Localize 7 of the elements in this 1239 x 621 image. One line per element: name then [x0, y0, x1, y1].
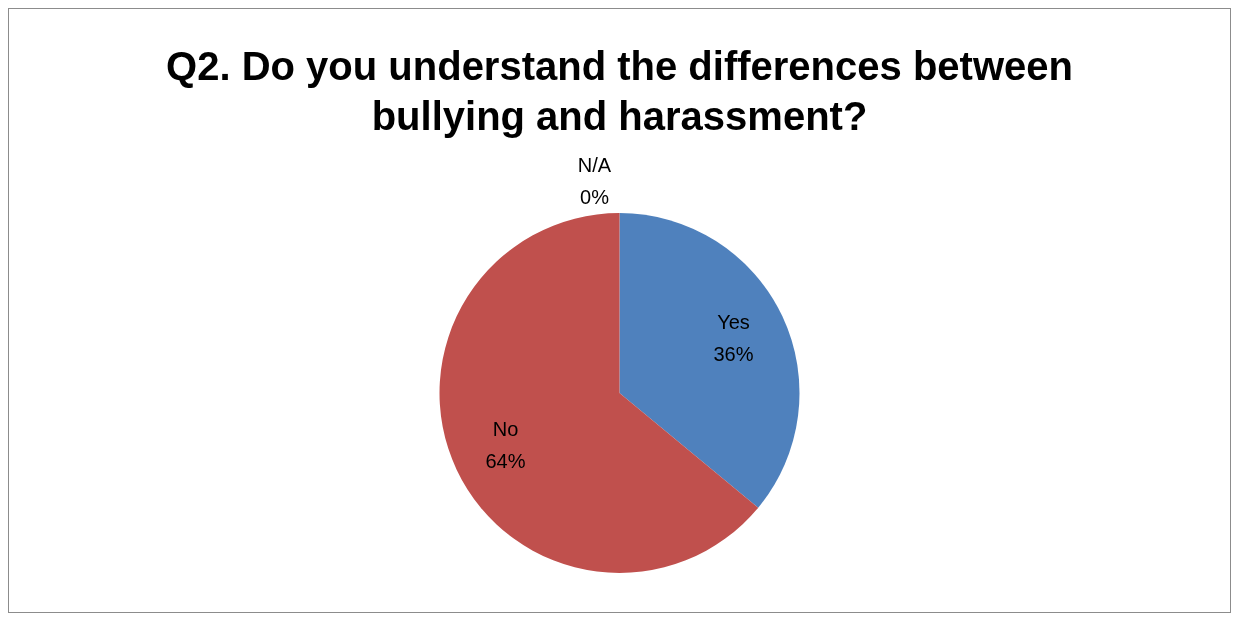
category-label: N/A	[577, 153, 612, 176]
chart-title: Q2. Do you understand the differences between bullying and harassment?	[165, 43, 1074, 140]
data-label: 64%	[485, 450, 526, 473]
slice-label: Yes	[717, 310, 750, 333]
text: 0%	[580, 185, 609, 208]
slice-label: No	[492, 418, 519, 441]
data-label: 36%	[713, 342, 754, 365]
